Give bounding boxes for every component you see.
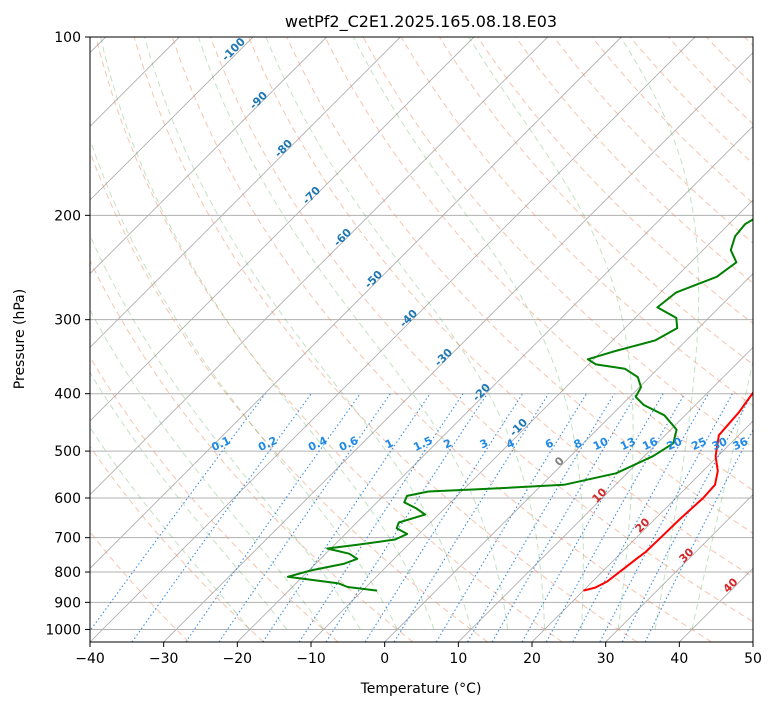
dry-adiabat: [629, 37, 753, 165]
mixing-ratio-line: [131, 393, 312, 642]
mixing-ratio-line: [435, 393, 587, 642]
moist-adiabat: [90, 426, 251, 630]
mixing-ratio-line: [364, 393, 524, 642]
moist-adiabat: [90, 137, 398, 630]
mixing-ratio-line: [262, 393, 431, 642]
dry-adiabat: [362, 37, 753, 449]
moist-adiabat: [90, 371, 288, 630]
dry-adiabat: [95, 37, 563, 642]
mixing-ratio-label: 30: [710, 435, 730, 453]
x-tick-label: 30: [597, 651, 615, 667]
mixing-ratio-label: 36: [731, 435, 751, 453]
isotherm-gridline: [90, 37, 475, 422]
x-tick-label: 20: [523, 651, 541, 667]
y-tick-label: 1000: [45, 622, 81, 638]
x-tick-label: −30: [149, 651, 179, 667]
dry-adiabat: [133, 37, 638, 642]
mixing-ratio-line: [467, 393, 615, 642]
isotherm-gridline: [163, 52, 753, 642]
isotherm-gridline: [531, 420, 753, 642]
moist-adiabat: [352, 37, 584, 630]
dry-adiabat: [400, 37, 753, 407]
dry-adiabat: [90, 259, 414, 642]
moist-adiabat: [468, 37, 634, 630]
y-axis-label: Pressure (hPa): [12, 289, 28, 389]
isotherm-gridline: [237, 125, 753, 642]
mixing-ratio-line: [545, 393, 686, 642]
mixing-ratio-line: [644, 428, 753, 642]
moist-adiabat: [90, 234, 361, 630]
background-lines: [90, 37, 753, 642]
mixing-ratio-line: [393, 393, 550, 642]
x-tick-label: −10: [296, 651, 326, 667]
mixing-ratio-line: [298, 393, 464, 642]
y-tick-label: 900: [54, 595, 81, 611]
x-tick-label: −20: [223, 651, 253, 667]
mixing-ratio-line: [521, 393, 664, 642]
x-tick-label: 10: [449, 651, 467, 667]
axis-ticks: −40 −30 −20 −10 0 10 20 30 40 50 100 200 300 400 500 60…: [45, 30, 762, 667]
dry-adiabat: [477, 37, 753, 325]
mixing-ratio-label: 13: [618, 435, 637, 453]
moist-adiabat: [620, 37, 700, 630]
mixing-ratio-label: 16: [640, 435, 660, 453]
y-tick-label: 700: [54, 531, 81, 547]
x-tick-label: 40: [670, 651, 688, 667]
chart-title: wetPf2_C2E1.2025.165.08.18.E03: [285, 12, 557, 32]
dry-adiabat: [591, 37, 753, 204]
mixing-ratio-line: [491, 393, 637, 642]
mixing-ratio-label: 25: [689, 435, 708, 453]
temperature-profile-line: [583, 391, 753, 592]
isotherm-gridline: [458, 346, 753, 642]
isotherm-gridline: [90, 37, 401, 348]
dewpoint-profile-line: [286, 218, 753, 592]
y-tick-label: 800: [54, 565, 81, 581]
mixing-ratio-label: 10: [591, 435, 611, 453]
x-tick-label: −40: [75, 651, 105, 667]
x-tick-label: 0: [380, 651, 389, 667]
dry-adiabat: [515, 37, 753, 284]
plot-frame: [89, 36, 754, 643]
moist-adiabat: [197, 37, 509, 630]
isotherm-gridline: [90, 37, 254, 201]
dry-adiabat: [248, 37, 753, 578]
y-tick-label: 100: [54, 30, 81, 46]
moist-adiabat: [691, 358, 753, 630]
mixing-ratio-label: 20: [665, 435, 685, 453]
isotherm-gridline: [90, 37, 327, 275]
y-tick-label: 200: [54, 208, 81, 224]
dry-adiabat: [324, 37, 753, 491]
moist-adiabat: [90, 308, 325, 630]
isotherm-gridline: [90, 37, 696, 642]
isotherm-gridline: [384, 273, 753, 642]
moist-adiabat: [265, 37, 546, 630]
moist-adiabat: [100, 37, 435, 630]
sounding-profiles: [286, 218, 753, 592]
y-tick-label: 300: [54, 313, 81, 329]
isotherm-gridline: [90, 37, 548, 496]
dry-adiabat: [210, 37, 753, 623]
isotherm-gridline: [90, 37, 622, 569]
y-tick-label: 600: [54, 491, 81, 507]
isotherm-gridline: [605, 494, 753, 642]
mixing-ratio-line: [325, 393, 488, 642]
y-tick-label: 400: [54, 387, 81, 403]
dry-adiabat: [171, 37, 712, 642]
dry-adiabat: [90, 445, 264, 642]
x-tick-label: 50: [744, 651, 762, 667]
x-axis-label: Temperature (°C): [360, 681, 482, 697]
y-tick-label: 500: [54, 444, 81, 460]
moist-adiabat: [144, 37, 472, 630]
mixing-ratio-line: [572, 393, 709, 642]
